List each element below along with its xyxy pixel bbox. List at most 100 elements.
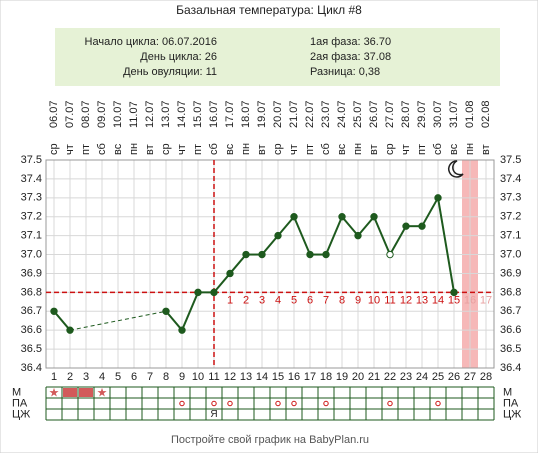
x-tick-label: 9 (179, 371, 185, 383)
date-label: 19.07 (256, 100, 268, 128)
temp-line (341, 216, 359, 237)
date-label: 18.07 (240, 100, 252, 128)
date-label: 22.07 (304, 100, 316, 128)
x-tick-label: 14 (256, 371, 268, 383)
date-label: 07.07 (64, 100, 76, 128)
weekday-label: сб (96, 143, 108, 155)
date-label: 10.07 (112, 100, 124, 128)
x-tick-label: 23 (400, 371, 412, 383)
phase2-day: 3 (259, 294, 265, 306)
weekday-label: чт (400, 144, 412, 155)
row-label-right: ЦЖ (503, 408, 521, 420)
y-tick-label-right: 37.3 (500, 192, 521, 204)
menses-star: ★ (49, 386, 60, 400)
info-left: Начало цикла: 06.07.2016 (85, 36, 217, 48)
date-label: 08.07 (80, 100, 92, 128)
date-label: 26.07 (368, 100, 380, 128)
temp-point (242, 250, 250, 259)
date-label: 21.07 (288, 100, 300, 128)
y-tick-label: 36.6 (21, 324, 42, 336)
weekday-label: вт (256, 144, 268, 155)
czh-mark: Я (210, 409, 217, 420)
phase2-day: 5 (291, 294, 297, 306)
weekday-label: сб (432, 143, 444, 155)
date-label: 15.07 (192, 100, 204, 128)
temp-line (181, 291, 199, 331)
y-tick-label: 36.5 (21, 343, 42, 355)
temp-line (261, 234, 279, 256)
temp-line (277, 216, 295, 237)
weekday-label: пт (416, 144, 428, 155)
x-tick-label: 25 (432, 371, 444, 383)
weekday-label: сб (208, 143, 220, 155)
temp-point (370, 213, 378, 221)
x-tick-label: 18 (320, 371, 332, 383)
weekday-label: пт (80, 144, 92, 155)
x-tick-label: 4 (99, 371, 105, 383)
x-tick-label: 27 (464, 371, 476, 383)
row-label: ПА (12, 397, 28, 409)
weekday-label: пн (128, 143, 140, 155)
y-tick-label-right: 36.5 (500, 343, 521, 355)
temp-point (322, 250, 330, 259)
temp-line (53, 310, 71, 331)
weekday-label: ср (48, 143, 60, 155)
phase2-day: 4 (275, 294, 281, 306)
date-label: 12.07 (144, 100, 156, 128)
date-label: 13.07 (160, 100, 172, 128)
weekday-label: чт (64, 144, 76, 155)
weekday-label: вт (368, 144, 380, 155)
temp-line (293, 216, 311, 255)
date-label: 29.07 (416, 100, 428, 128)
pa-mark (291, 400, 297, 407)
temp-line (229, 253, 247, 275)
temp-point (226, 269, 234, 278)
x-tick-label: 21 (368, 371, 380, 383)
temp-line (421, 197, 439, 227)
temp-point (450, 288, 458, 297)
date-label: 11.07 (128, 101, 140, 128)
temp-point (290, 213, 298, 221)
phase2-day: 2 (243, 294, 249, 306)
pa-mark (387, 400, 393, 407)
weekday-label: вс (112, 143, 124, 155)
temp-point (66, 326, 74, 334)
info-right: 2ая фаза: 37.08 (310, 51, 391, 63)
info-left: День овуляции: 11 (123, 66, 217, 78)
phase2-day: 14 (432, 294, 444, 306)
date-label: 25.07 (352, 100, 364, 128)
x-tick-label: 11 (208, 371, 219, 383)
x-tick-label: 12 (224, 371, 236, 383)
date-label: 20.07 (272, 100, 284, 128)
x-tick-label: 6 (131, 371, 137, 383)
plot-border (45, 159, 495, 369)
phase2-day: 1 (227, 294, 233, 306)
temp-line (213, 272, 231, 294)
date-label: 16.07 (208, 100, 220, 128)
menses-cell (79, 388, 93, 397)
y-tick-label: 37.0 (21, 248, 42, 260)
weekday-label: сб (320, 143, 332, 155)
temp-line (437, 197, 455, 293)
y-tick-label: 37.2 (21, 211, 42, 223)
temp-point (386, 250, 394, 259)
weekday-label: вс (336, 143, 348, 155)
x-tick-label: 8 (163, 371, 169, 383)
weekday-label: вт (480, 144, 492, 155)
y-tick-label-right: 36.7 (500, 305, 521, 317)
x-tick-label: 22 (384, 371, 396, 383)
x-tick-label: 1 (51, 371, 57, 383)
row-label: ЦЖ (12, 408, 30, 420)
weekday-label: чт (288, 144, 300, 155)
y-tick-label: 36.4 (21, 362, 42, 374)
temp-point (210, 288, 218, 297)
temp-line (373, 216, 391, 255)
date-label: 24.07 (336, 100, 348, 128)
info-left: День цикла: 26 (140, 51, 217, 63)
temp-line (325, 216, 343, 255)
y-tick-label-right: 37.4 (500, 173, 521, 185)
date-label: 27.07 (384, 100, 396, 128)
x-tick-label: 13 (240, 371, 252, 383)
gap-line (69, 310, 167, 331)
